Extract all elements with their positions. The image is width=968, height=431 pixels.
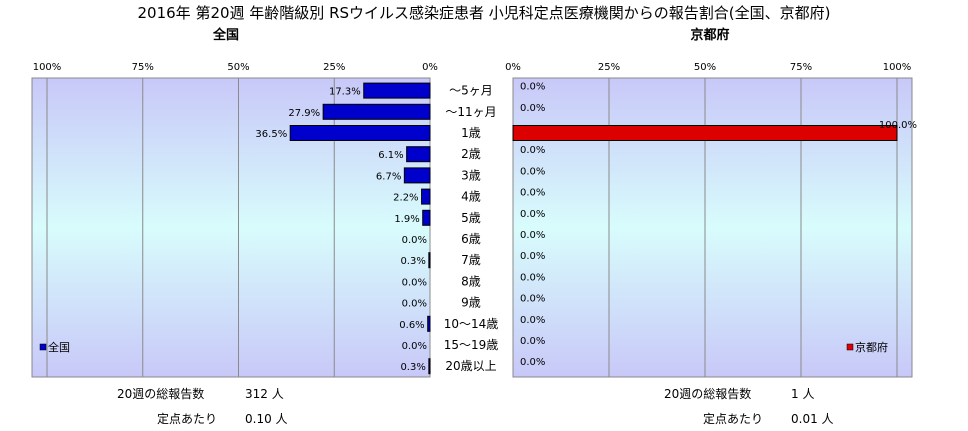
category-label: 15～19歳 <box>444 338 499 352</box>
national-bar <box>322 103 431 120</box>
national-tick-label: 50% <box>227 62 249 73</box>
kyoto-data-label: 0.0% <box>520 315 545 326</box>
kyoto-bar <box>512 125 898 141</box>
category-label: 7歳 <box>461 253 481 267</box>
kyoto-panel-title: 京都府 <box>690 28 730 43</box>
national-data-label: 36.5% <box>255 129 287 140</box>
kyoto-tick-label: 25% <box>598 62 620 73</box>
category-label: 6歳 <box>461 232 481 246</box>
kyoto-data-label: 0.0% <box>520 272 545 283</box>
national-bar <box>422 209 431 226</box>
national-tick-label: 75% <box>132 62 154 73</box>
category-label: 2歳 <box>461 147 481 161</box>
national-data-label: 0.6% <box>399 320 424 331</box>
national-data-label: 6.1% <box>378 150 403 161</box>
kyoto-tick-label: 75% <box>790 62 812 73</box>
category-label: 8歳 <box>461 274 481 288</box>
kyoto-data-label: 0.0% <box>520 209 545 220</box>
kyoto-per-label: 定点あたり <box>703 412 764 426</box>
category-label: ～11ヶ月 <box>445 105 496 119</box>
national-tick-label: 25% <box>323 62 345 73</box>
national-data-label: 17.3% <box>329 87 361 98</box>
national-plot-area <box>31 77 431 378</box>
category-label: 5歳 <box>461 211 481 225</box>
kyoto-tick-label: 100% <box>883 62 912 73</box>
national-data-label: 2.2% <box>393 193 418 204</box>
national-total-label: 20週の総報告数 <box>117 387 205 401</box>
category-label: 1歳 <box>461 126 481 140</box>
kyoto-per-value: 0.01 人 <box>791 412 834 426</box>
national-tick-label: 0% <box>422 62 438 73</box>
kyoto-data-label: 0.0% <box>520 103 545 114</box>
kyoto-plot-area <box>512 77 913 378</box>
kyoto-legend-label: 京都府 <box>855 340 888 354</box>
kyoto-data-label: 100.0% <box>879 120 917 131</box>
category-label: 20歳以上 <box>445 359 496 373</box>
category-label: 10～14歳 <box>444 317 499 331</box>
national-data-label: 0.0% <box>402 235 427 246</box>
national-data-label: 0.3% <box>400 256 425 267</box>
national-legend-swatch <box>39 343 47 351</box>
page-title: 2016年 第20週 年齢階級別 RSウイルス感染症患者 小児科定点医療機関から… <box>137 4 831 22</box>
kyoto-data-label: 0.0% <box>520 166 545 177</box>
category-label: ～5ヶ月 <box>449 84 493 98</box>
kyoto-legend-swatch <box>846 343 854 351</box>
kyoto-data-label: 0.0% <box>520 294 545 305</box>
national-bar <box>421 188 431 205</box>
national-data-label: 0.0% <box>402 299 427 310</box>
national-tick-label: 100% <box>33 62 62 73</box>
national-data-label: 0.0% <box>402 341 427 352</box>
national-bar <box>428 252 431 269</box>
national-total-value: 312 人 <box>245 387 284 401</box>
kyoto-data-label: 0.0% <box>520 251 545 262</box>
kyoto-data-label: 0.0% <box>520 357 545 368</box>
kyoto-data-label: 0.0% <box>520 188 545 199</box>
national-bar <box>363 82 431 99</box>
national-panel-title: 全国 <box>212 28 239 43</box>
national-bar <box>289 125 431 141</box>
category-label: 4歳 <box>461 190 481 204</box>
kyoto-data-label: 0.0% <box>520 336 545 347</box>
national-data-label: 1.9% <box>394 214 419 225</box>
kyoto-data-label: 0.0% <box>520 230 545 241</box>
national-bar <box>427 315 431 332</box>
kyoto-tick-label: 0% <box>505 62 521 73</box>
category-label: 9歳 <box>461 296 481 310</box>
national-data-label: 27.9% <box>288 108 320 119</box>
kyoto-total-value: 1 人 <box>791 387 815 401</box>
category-label: 3歳 <box>461 168 481 182</box>
national-bar <box>403 167 431 184</box>
national-data-label: 0.3% <box>400 362 425 373</box>
kyoto-tick-label: 50% <box>694 62 716 73</box>
national-bar <box>406 146 431 163</box>
kyoto-data-label: 0.0% <box>520 145 545 156</box>
national-legend-label: 全国 <box>48 340 70 354</box>
national-per-label: 定点あたり <box>157 412 218 426</box>
national-data-label: 6.7% <box>376 171 401 182</box>
national-bar <box>428 358 431 375</box>
national-per-value: 0.10 人 <box>245 412 288 426</box>
kyoto-total-label: 20週の総報告数 <box>664 387 752 401</box>
kyoto-data-label: 0.0% <box>520 82 545 93</box>
national-data-label: 0.0% <box>402 277 427 288</box>
